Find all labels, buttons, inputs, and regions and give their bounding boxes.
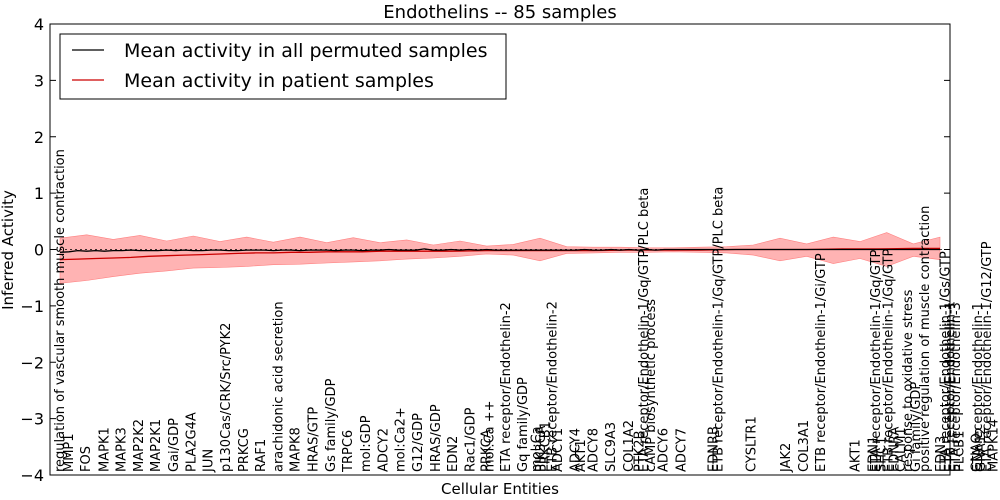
entity-label: regulation of vascular smooth muscle con…	[53, 149, 68, 472]
entity-label: CYSLTR1	[745, 416, 760, 472]
entity-label: ETB receptor/Endothelin-1/Gq/GTP	[881, 249, 896, 472]
entity-label: EDNRA	[888, 427, 903, 472]
entity-label: Gai/GDP	[167, 418, 182, 472]
entity-label: Gs family/GDP	[324, 378, 339, 472]
entity-label: mol:Ca	[529, 426, 544, 472]
entity-label: ETB receptor/Endothelin-1	[944, 301, 959, 472]
entity-label: HRAS/GDP	[429, 404, 444, 472]
y-tick-label: 0	[34, 241, 44, 260]
entity-label: MAP2K2	[132, 419, 147, 472]
entity-label: MAPK8	[289, 427, 304, 472]
y-tick-label: −1	[20, 297, 44, 316]
entity-label: EDNRB	[706, 426, 721, 472]
y-tick-label: −3	[20, 410, 44, 429]
entity-label: Rac1/GDP	[464, 407, 479, 472]
entity-label: ETA receptor/Endothelin-1/Gq/GTP/PLC bet…	[637, 188, 652, 472]
entity-label: Gi family/GDP	[909, 382, 924, 472]
entity-label: MMP1	[62, 433, 77, 472]
entity-label: ADCY8	[586, 428, 601, 472]
entity-label: ADCY7	[674, 428, 689, 472]
entity-label: JUN	[201, 449, 216, 473]
y-tick-label: 1	[34, 184, 44, 203]
entity-label: ADCY1	[551, 428, 566, 472]
y-tick-label: 2	[34, 128, 44, 147]
entity-label: response to oxidative stress	[901, 289, 916, 472]
entity-label: GNAQ	[969, 433, 984, 472]
entity-label: COL3A1	[797, 420, 812, 472]
y-tick-label: 3	[34, 71, 44, 90]
entity-label: ETB receptor/Endothelin-1/Gq/GTP/PLC bet…	[712, 187, 727, 472]
confidence-band	[59, 232, 941, 284]
y-tick-label: −2	[20, 353, 44, 372]
entity-label: ADCY6	[657, 428, 672, 472]
entity-label: mol:GDP	[359, 415, 374, 472]
entity-label: mol:Ca ++	[482, 400, 497, 472]
y-tick-label: 4	[34, 15, 44, 34]
entity-label: ETA receptor/Endothelin-1/Gq/GTP	[869, 250, 884, 472]
entity-label: PTK2B	[633, 431, 648, 473]
entity-label: G12/GDP	[411, 413, 426, 472]
entity-label: ETB receptor/Endothelin-1/Gi/GTP	[814, 253, 829, 472]
entity-label: PRKCG	[237, 428, 252, 472]
entity-label: ETA receptor/Endothelin-3	[949, 302, 964, 472]
entity-label: ADCY4	[569, 428, 584, 472]
chart-title: Endothelins -- 85 samples	[383, 2, 616, 23]
entity-label: RAF1	[254, 439, 269, 472]
entity-label: PRKCB1	[538, 421, 553, 472]
legend: Mean activity in all permuted samples Me…	[59, 33, 507, 100]
entity-label: AKT1	[849, 439, 864, 472]
entity-label: PLA2G4A	[185, 412, 200, 472]
entity-label: GNA12	[974, 427, 989, 472]
entity-label: MAPK1	[97, 427, 112, 472]
entity-label: ETA receptor/Endothelin-1/G12/GTP	[980, 241, 995, 472]
entity-label: Gq family/GDP	[516, 377, 531, 472]
entity-label: ETA receptor/Endothelin-1	[971, 302, 986, 472]
entity-label: ADCY2	[377, 428, 392, 472]
entity-label: EDN1	[866, 436, 881, 472]
entity-label: MAP2K1	[149, 419, 164, 472]
entity-label-layer: regulation of vascular smooth muscle con…	[53, 149, 1000, 473]
series-line-permuted	[59, 248, 940, 253]
confidence-band-layer	[59, 232, 941, 284]
entity-label: JAK2	[779, 443, 794, 473]
x-axis-label: Cellular Entities	[441, 480, 559, 498]
entity-label: FOS	[79, 446, 94, 472]
entity-label: CALM1	[894, 427, 909, 472]
entity-label: p130Cas/CRK/Src/PYK2	[219, 323, 234, 472]
entity-label: EDN3	[934, 436, 949, 472]
entity-label: PLCB1	[953, 431, 968, 472]
entity-label: AKT1	[574, 439, 589, 472]
entity-label: TRPC6	[341, 430, 356, 473]
y-axis-ticks: −4 −3 −2 −1 0 1 2 3 4	[20, 15, 950, 485]
entity-label: mol:Ca2+	[393, 407, 408, 472]
entity-label: MAPK14	[986, 419, 1000, 472]
legend-box	[59, 33, 507, 100]
entity-label: cAMP biosynthetic process	[644, 299, 659, 472]
y-tick-label: −4	[20, 466, 44, 485]
entity-label: arachidonic acid secretion	[272, 301, 287, 472]
entity-label: MAPK3	[114, 427, 129, 472]
entity-label: SHC1	[874, 437, 889, 472]
series-layer	[59, 247, 940, 261]
entity-label: SLC9A3	[604, 422, 619, 472]
entity-label: COL1A2	[622, 420, 637, 472]
entity-label: positive regulation of muscle contractio…	[918, 206, 933, 472]
entity-label: PRKCA	[480, 429, 495, 472]
entity-label: ETB receptor/Endothelin-2	[545, 301, 560, 472]
entity-label: PIK3CA	[534, 425, 549, 472]
y-axis-label: Inferred Activity	[0, 190, 17, 310]
legend-label-permuted: Mean activity in all permuted samples	[124, 40, 487, 62]
entity-label: ETA receptor/Endothelin-2	[499, 302, 514, 472]
entity-label: HRAS/GTP	[306, 407, 321, 472]
entity-label: EDN2	[446, 436, 461, 472]
legend-label-patient: Mean activity in patient samples	[124, 70, 434, 92]
